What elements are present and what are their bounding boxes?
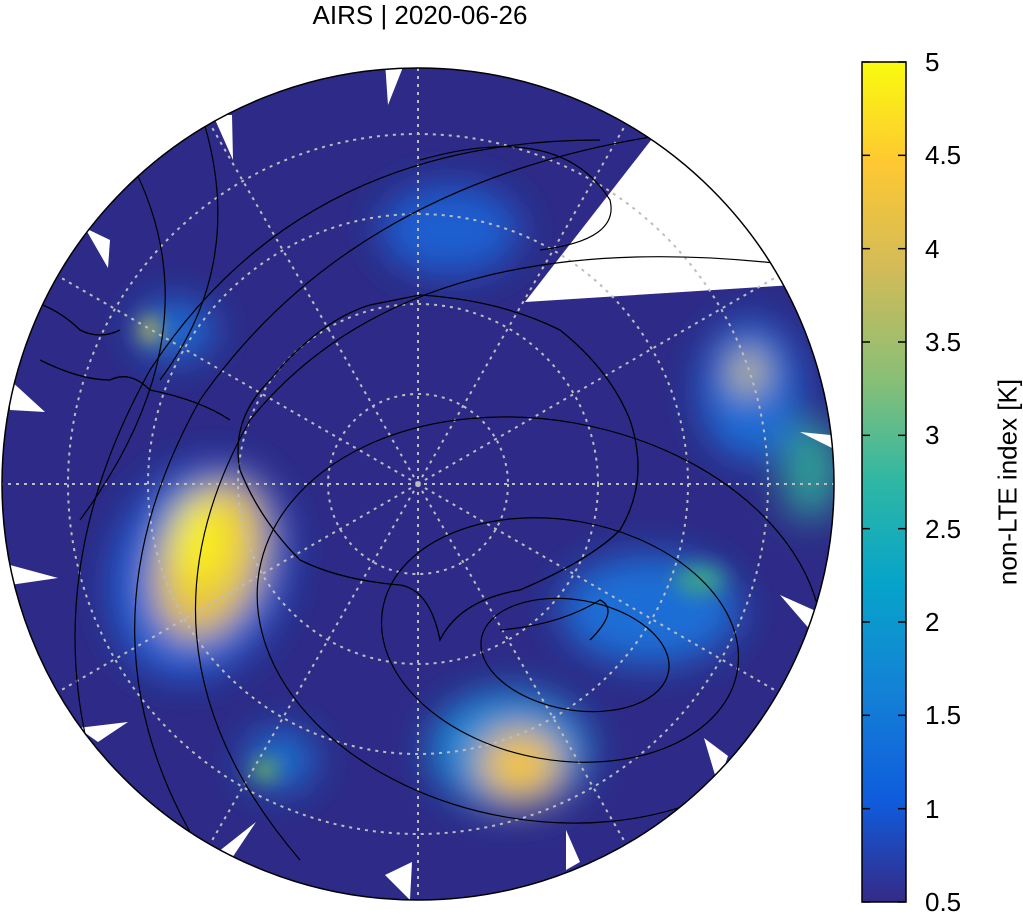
colorbar-tick-label: 3.5: [925, 329, 961, 355]
colorbar-tick-label: 4.5: [925, 142, 961, 168]
colorbar-tick-label: 1: [925, 796, 939, 822]
colorbar-label: non-LTE index [K]: [993, 379, 1023, 585]
colorbar: [862, 62, 906, 902]
colorbar-tick-label: 2.5: [925, 516, 961, 542]
colorbar-tick-label: 4: [925, 236, 939, 262]
colorbar-tick-label: 2: [925, 609, 939, 635]
colorbar-tick-label: 0.5: [925, 889, 961, 915]
colorbar-tick-label: 3: [925, 422, 939, 448]
colorbar-tick-label: 5: [925, 49, 939, 75]
colorbar-tick-label: 1.5: [925, 702, 961, 728]
colorbar-gradient: [862, 62, 906, 902]
